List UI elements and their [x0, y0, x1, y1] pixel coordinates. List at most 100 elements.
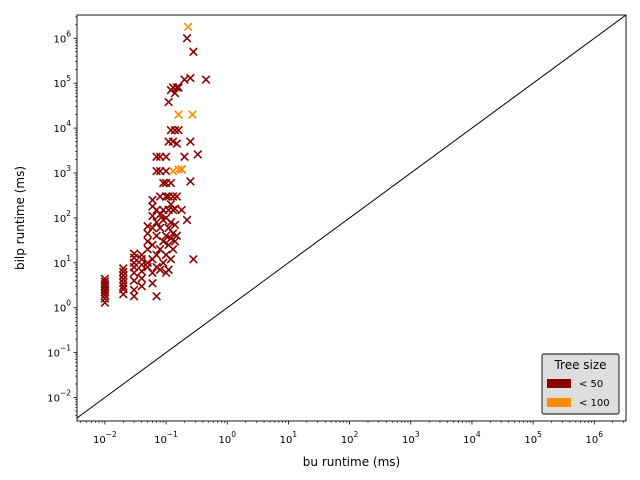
data-point	[174, 165, 183, 174]
plot-area	[77, 15, 626, 419]
data-point	[168, 192, 178, 201]
y-tick-label: 104	[53, 119, 71, 135]
data-point	[186, 137, 195, 146]
data-point	[170, 125, 180, 135]
data-point	[143, 221, 153, 231]
data-point	[158, 258, 168, 268]
data-point	[100, 277, 110, 287]
data-point	[166, 217, 176, 227]
data-point	[168, 244, 178, 254]
x-tick-label: 10−1	[154, 430, 178, 446]
data-point	[148, 211, 157, 221]
data-point	[118, 264, 128, 273]
data-point	[152, 166, 161, 176]
data-point	[186, 73, 195, 83]
data-point	[161, 231, 171, 241]
data-point	[129, 285, 139, 295]
data-point	[155, 209, 165, 219]
data-point	[158, 237, 168, 246]
data-point	[152, 291, 161, 301]
x-tick-label: 104	[463, 430, 481, 446]
legend-label: < 50	[579, 379, 603, 390]
data-point	[177, 165, 187, 174]
data-point	[100, 298, 110, 307]
data-point	[170, 88, 180, 98]
data-point	[188, 110, 197, 119]
data-point	[118, 271, 128, 280]
legend-title: Tree size	[553, 358, 606, 372]
data-point	[189, 47, 198, 57]
identity-line	[77, 15, 626, 419]
data-point	[148, 268, 157, 278]
data-point	[161, 192, 171, 201]
data-point	[183, 22, 193, 32]
x-tick-label: 100	[218, 430, 236, 446]
x-tick-label: 101	[280, 430, 298, 446]
data-point	[148, 195, 157, 205]
data-point	[201, 75, 211, 84]
y-tick-label: 106	[53, 29, 71, 45]
y-tick-label: 10−1	[47, 344, 71, 360]
data-point	[170, 237, 180, 246]
data-point	[177, 205, 187, 215]
data-point	[137, 281, 147, 291]
data-point	[172, 139, 182, 149]
data-point	[161, 152, 171, 162]
y-axis-label: bilp runtime (ms)	[13, 166, 27, 270]
data-point	[148, 223, 157, 233]
data-point	[182, 215, 192, 225]
data-point	[170, 204, 180, 214]
data-point	[193, 149, 203, 159]
data-point	[172, 231, 182, 241]
y-tick-label: 102	[53, 209, 71, 225]
data-point	[174, 83, 183, 92]
data-point	[118, 284, 128, 294]
data-point	[170, 220, 180, 230]
x-tick-label: 106	[586, 430, 604, 446]
data-point	[168, 166, 178, 176]
data-point	[164, 265, 173, 275]
x-tick-label: 10−2	[93, 430, 117, 446]
legend-label: < 100	[579, 398, 610, 409]
data-point	[166, 178, 176, 188]
plot-content	[77, 15, 626, 419]
data-point	[137, 266, 147, 276]
data-point	[158, 178, 168, 188]
data-point	[118, 281, 128, 291]
x-axis-label: bu runtime (ms)	[303, 455, 400, 469]
data-point	[100, 274, 110, 284]
x-tick-label: 103	[402, 430, 420, 446]
x-tick-label: 105	[524, 430, 542, 446]
data-point	[148, 240, 157, 250]
data-point	[129, 276, 139, 286]
axes: 10−2 10−1 100 101 102 103 104 105 106 10−2 10−1 100…	[47, 14, 627, 446]
data-point	[129, 249, 139, 259]
data-point	[152, 250, 161, 260]
data-point	[164, 223, 173, 233]
data-point	[148, 278, 157, 288]
data-point	[166, 125, 176, 135]
data-point	[155, 265, 165, 275]
y-tick-label: 100	[53, 299, 71, 315]
data-point	[180, 152, 189, 162]
data-point	[186, 177, 195, 186]
data-point	[172, 192, 182, 201]
series-2	[168, 22, 197, 176]
data-point	[129, 253, 139, 263]
data-point	[164, 97, 173, 107]
y-tick-label: 10−2	[47, 389, 71, 405]
y-tick-label: 103	[53, 164, 71, 180]
data-point	[118, 267, 128, 277]
data-point	[118, 274, 128, 284]
data-point	[152, 152, 161, 162]
data-point	[172, 83, 182, 92]
data-point	[129, 291, 139, 301]
data-point	[118, 278, 128, 288]
data-point	[143, 237, 153, 246]
legend: Tree size < 50 < 100	[541, 353, 620, 415]
data-point	[100, 294, 110, 303]
data-point	[174, 110, 183, 119]
legend-swatch	[547, 398, 571, 407]
y-tick-label: 105	[53, 74, 71, 90]
